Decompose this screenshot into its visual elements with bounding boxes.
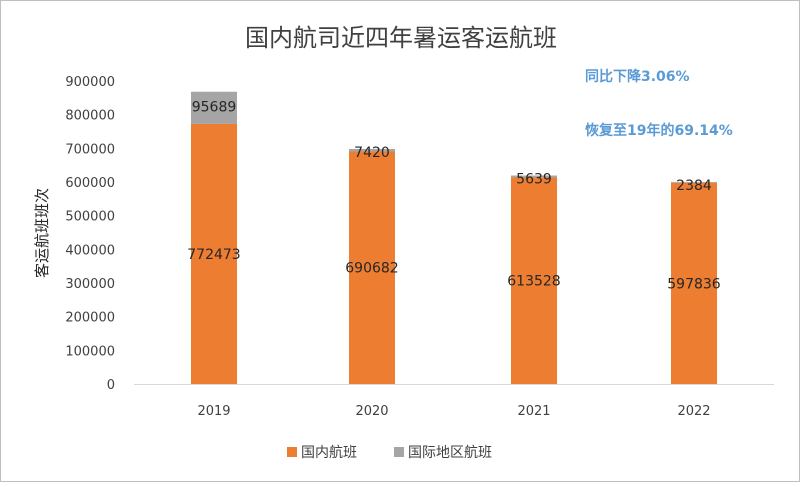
y-tick-label: 700000: [65, 142, 115, 157]
data-label-domestic: 597836: [667, 276, 721, 292]
x-tick-label: 2020: [355, 404, 388, 419]
y-tick-label: 100000: [65, 344, 115, 359]
x-tick-label: 2019: [197, 404, 230, 419]
y-tick-label: 300000: [65, 277, 115, 292]
legend-label: 国内航班: [301, 445, 357, 461]
chart-title: 国内航司近四年暑运客运航班: [245, 24, 557, 52]
data-label-domestic: 690682: [345, 261, 398, 277]
legend-swatch: [394, 447, 404, 457]
bar-international: [671, 181, 717, 183]
data-label-international: 7420: [354, 145, 390, 161]
x-tick-label: 2022: [677, 404, 710, 419]
y-tick-label: 800000: [65, 109, 115, 124]
data-label-international: 95689: [192, 100, 237, 116]
data-label-international: 2384: [676, 178, 712, 194]
annotation-yoy: 同比下降3.06%: [585, 68, 690, 85]
bar-international: [191, 91, 237, 124]
legend-swatch: [287, 447, 297, 457]
bar-domestic: [349, 151, 395, 384]
legend-label: 国际地区航班: [408, 445, 492, 461]
x-tick-label: 2021: [517, 404, 550, 419]
data-label-domestic: 613528: [507, 274, 560, 290]
bar-international: [511, 175, 557, 178]
y-tick-label: 500000: [65, 210, 115, 225]
y-tick-label: 200000: [65, 311, 115, 326]
y-tick-label: 600000: [65, 176, 115, 191]
bar-domestic: [671, 182, 717, 384]
y-tick-label: 900000: [65, 75, 115, 90]
y-axis-label: 客运航班班次: [33, 188, 51, 278]
y-tick-label: 400000: [65, 243, 115, 258]
y-tick-label: 0: [107, 378, 115, 393]
data-label-international: 5639: [516, 172, 552, 188]
annotation-recovery: 恢复至19年的69.14%: [585, 122, 733, 139]
bar-domestic: [191, 123, 237, 385]
data-label-domestic: 772473: [187, 247, 240, 263]
bar-international: [349, 148, 395, 152]
bar-domestic: [511, 177, 557, 384]
